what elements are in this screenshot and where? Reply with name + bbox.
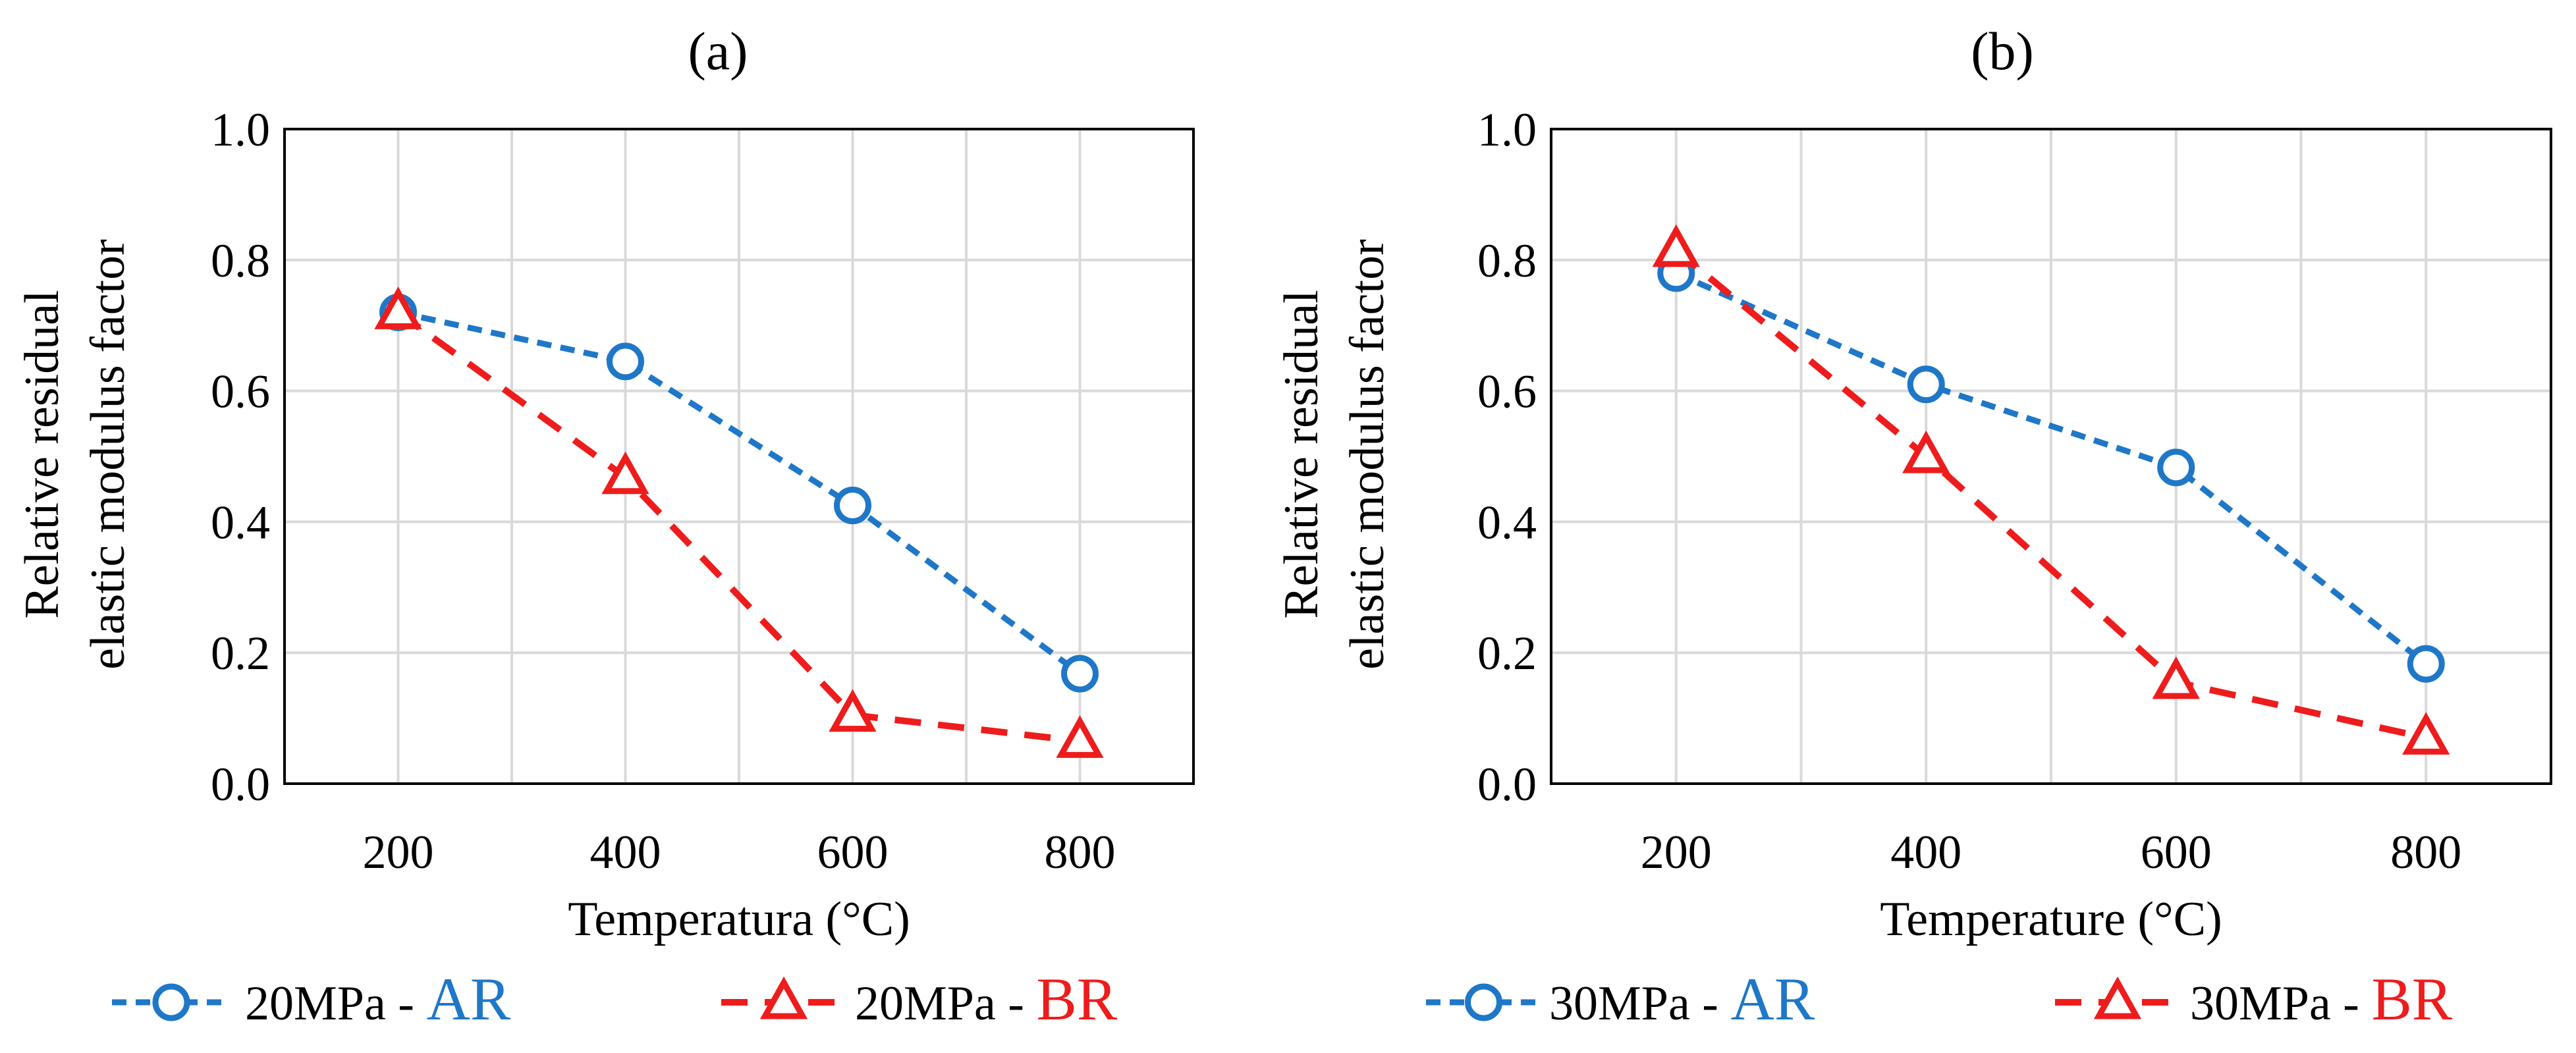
legend-label-prefix: 30MPa -: [1549, 977, 1730, 1031]
legend-label-suffix: BR: [1036, 965, 1117, 1033]
y-axis-label-line1: Relative residual: [1274, 290, 1329, 618]
data-point-br: [1902, 430, 1950, 473]
series-line-br: [396, 310, 1081, 745]
x-tick-label: 400: [590, 826, 661, 878]
legend-marker-br: [759, 976, 808, 1019]
chart-b: 0.0 0.2 0.4 0.6 0.8 1.0 200 400 600 800 (b) Tempera…: [1274, 21, 2552, 1033]
y-tick-label: 0.0: [1477, 758, 1537, 811]
y-tick-label: 0.8: [1477, 234, 1537, 287]
y-tick-label: 0.0: [211, 758, 270, 811]
y-tick-label: 0.4: [1477, 496, 1537, 549]
legend-marker-br: [2093, 976, 2142, 1019]
data-point-br: [829, 689, 877, 732]
x-tick-label: 600: [2141, 826, 2212, 878]
legend-label-suffix: AR: [1730, 965, 1815, 1033]
data-point-ar: [607, 342, 644, 381]
data-point-br: [2402, 712, 2450, 755]
legend-label-suffix: BR: [2371, 965, 2452, 1033]
chart-a: 0.0 0.2 0.4 0.6 0.8 1.0 200 400 600 800 (a) Tempera…: [15, 21, 1195, 1033]
data-point-ar: [834, 487, 871, 525]
data-point-br: [1056, 715, 1104, 758]
x-tick-label: 800: [1045, 826, 1116, 878]
legend-label-ar: 20MPa - AR: [245, 965, 511, 1033]
data-point-ar: [1061, 655, 1099, 693]
data-point-ar: [2157, 448, 2195, 487]
x-axis-label: Temperatura (°C): [568, 892, 910, 946]
chart-title: (b): [1971, 21, 2034, 81]
x-tick-label: 400: [1890, 826, 1961, 878]
series-line-ar: [1674, 270, 2428, 666]
x-tick-label: 600: [817, 826, 889, 878]
series-line-br: [1674, 248, 2427, 742]
data-point-ar: [1907, 365, 1945, 404]
y-tick-label: 0.6: [211, 365, 270, 418]
legend-label-br: 20MPa - BR: [855, 965, 1118, 1033]
legend-label-prefix: 30MPa -: [2190, 977, 2371, 1031]
data-point-br: [1652, 224, 1700, 267]
y-tick-label: 0.8: [211, 234, 270, 287]
legend-marker-ar: [152, 983, 190, 1021]
data-point-br: [2152, 656, 2200, 699]
x-tick-label: 800: [2390, 826, 2461, 878]
y-axis-label-line2: elastic modulus factor: [81, 239, 135, 669]
x-axis-label: Temperature (°C): [1880, 892, 2222, 946]
legend-label-prefix: 20MPa -: [245, 977, 426, 1031]
plot-frame: [283, 128, 1195, 785]
y-axis-label-line1: Relative residual: [15, 290, 69, 618]
data-point-br: [374, 286, 422, 329]
legend-label-prefix: 20MPa -: [855, 977, 1036, 1031]
legend-label-suffix: AR: [426, 965, 510, 1033]
y-tick-label: 0.2: [1477, 627, 1537, 680]
x-tick-label: 200: [1641, 826, 1712, 878]
y-axis-label-line2: elastic modulus factor: [1340, 239, 1394, 669]
data-point-br: [601, 451, 649, 495]
y-tick-label: 0.4: [211, 496, 270, 549]
series-line-ar: [397, 309, 1082, 676]
chart-title: (a): [688, 21, 748, 81]
legend-marker-ar: [1465, 983, 1502, 1021]
y-tick-label: 1.0: [1477, 103, 1537, 156]
legend-label-br: 30MPa - BR: [2190, 965, 2453, 1033]
x-tick-label: 200: [363, 826, 434, 878]
y-tick-label: 0.2: [211, 627, 270, 680]
legend-label-ar: 30MPa - AR: [1549, 965, 1815, 1033]
y-tick-label: 0.6: [1477, 365, 1537, 418]
data-point-ar: [2407, 645, 2445, 683]
y-tick-label: 1.0: [211, 103, 270, 156]
plot-frame: [1550, 128, 2552, 785]
